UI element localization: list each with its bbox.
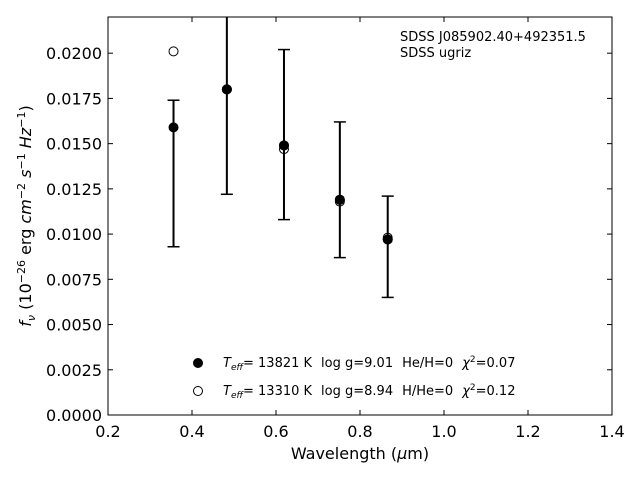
y-tick-label: 0.0100 [46,225,102,244]
legend-logg-filled: log g=9.01 [321,356,393,371]
model-point-open [168,46,179,57]
y-tick-label: 0.0200 [46,44,102,63]
x-tick-label: 1.0 [431,422,456,441]
model-point-filled [278,140,289,151]
y-axis-ticks: 0.0000 0.0025 0.0050 0.0075 0.0100 0.0125 0.01… [46,44,612,425]
y-tick-label: 0.0150 [46,135,102,154]
observed-point [168,122,179,133]
model-point-open [278,144,289,155]
legend-chi2-open: =0.12 [476,384,516,399]
y-axis-label: fν (10−26 erg cm−2 s−1 Hz−1) [15,105,38,326]
y-tick-label: 0.0175 [46,89,102,108]
model-point-open [221,84,232,95]
y-tick-label: 0.0025 [46,361,102,380]
x-tick-label: 0.2 [95,422,120,441]
y-tick-label: 0.0125 [46,180,102,199]
y-tick-label: 0.0075 [46,270,102,289]
x-axis-ticks: 0.2 0.4 0.6 0.8 1.0 1.2 1.4 [95,17,625,441]
x-tick-label: 0.8 [347,422,372,441]
x-tick-label: 1.2 [515,422,540,441]
legend-comp-filled: He/H=0 [402,356,453,371]
annotation-line-2: SDSS ugriz [400,46,471,61]
annotation-line-1: SDSS J085902.40+492351.5 [400,30,586,45]
legend-chi2-filled: =0.07 [476,356,516,371]
y-tick-label: 0.0050 [46,316,102,335]
model-point-open [382,232,393,243]
x-tick-label: 0.6 [263,422,288,441]
legend-comp-open: H/He=0 [402,384,453,399]
legend-marker-open [193,386,203,396]
legend-teff-open: = 13310 K [243,384,313,399]
legend-marker-filled [193,358,203,368]
legend-logg-open: log g=8.94 [321,384,393,399]
x-axis-label: Wavelength (μm) [291,444,429,463]
y-tick-label: 0.0000 [46,406,102,425]
x-tick-label: 0.4 [179,422,204,441]
legend-teff-filled: = 13821 K [243,356,313,371]
data-points [168,46,393,245]
error-bars [167,17,394,299]
model-point-open [334,196,345,207]
x-tick-label: 1.4 [599,422,624,441]
